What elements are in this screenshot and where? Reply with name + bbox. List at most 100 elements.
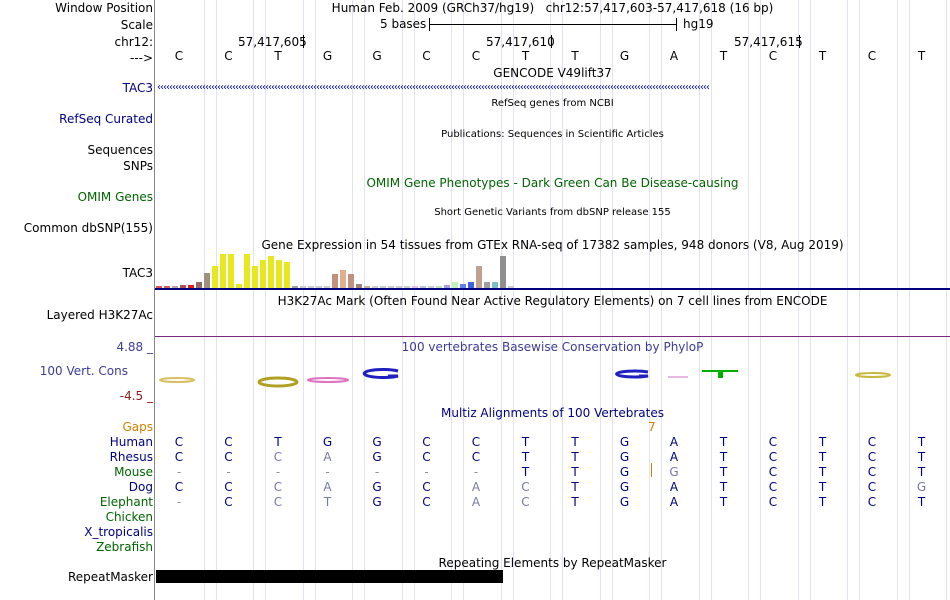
species-label[interactable]: Chicken [105,510,153,524]
species-label[interactable]: Human [109,435,153,449]
gaps-label[interactable]: Gaps [122,420,153,434]
gtex-tissue-bar[interactable] [468,282,474,288]
gtex-tissue-bar[interactable] [156,286,162,288]
gtex-tissue-bar[interactable] [284,262,290,288]
aligned-base: T [571,435,579,449]
gtex-tissue-bar[interactable] [500,256,506,288]
gtex-tissue-bar[interactable] [172,286,178,288]
gtex-tissue-bar[interactable] [244,254,250,288]
gtex-tissue-bar[interactable] [348,274,354,288]
gtex-tissue-bar[interactable] [164,286,170,288]
h3k27ac-track-label[interactable]: Layered H3K27Ac [46,308,153,322]
gencode-gene-model[interactable]: ‹‹‹‹‹‹‹‹‹‹‹‹‹‹‹‹‹‹‹‹‹‹‹‹‹‹‹‹‹‹‹‹‹‹‹‹‹‹‹‹… [157,82,710,93]
grid-line [661,0,662,600]
gtex-tissue-bar[interactable] [180,285,186,288]
gtex-track-label[interactable]: TAC3 [122,266,153,280]
gtex-tissue-bar[interactable] [364,286,370,288]
snps-track-label[interactable]: SNPs [123,159,153,173]
publications-track-title: Publications: Sequences in Scientific Ar… [441,129,664,140]
phylop-track-label[interactable]: 100 Vert. Cons [39,364,128,378]
aligned-base: A [669,435,679,449]
gtex-tissue-bar[interactable] [260,260,266,288]
gtex-baseline [155,288,950,290]
gtex-tissue-bar[interactable] [436,286,442,288]
reference-base: A [669,49,679,63]
species-label[interactable]: Elephant [99,495,153,509]
aligned-base: T [818,450,827,464]
aligned-base: T [521,450,530,464]
gtex-tissue-bar[interactable] [476,266,482,288]
repeatmasker-element[interactable] [156,570,503,583]
phylop-track-title: 100 vertebrates Basewise Conservation by… [401,340,704,354]
scale-bar-left-tick [429,18,430,31]
gtex-tissue-bar[interactable] [372,286,378,288]
omim-track-label[interactable]: OMIM Genes [77,190,153,204]
gtex-tissue-bar[interactable] [356,284,362,288]
gtex-tissue-bar[interactable] [428,286,434,288]
phylop-mark [307,377,349,383]
reference-base: T [719,49,728,63]
gtex-tissue-bar[interactable] [404,286,410,288]
dbsnp-track-label[interactable]: Common dbSNP(155) [23,221,153,235]
gtex-tissue-bar[interactable] [276,260,282,288]
phylop-mark [257,376,299,388]
gtex-tissue-bar[interactable] [452,282,458,288]
gtex-tissue-bar[interactable] [396,286,402,288]
gtex-tissue-bar[interactable] [444,285,450,288]
gtex-tissue-bar[interactable] [268,256,274,288]
gtex-tissue-bar[interactable] [316,286,322,288]
species-label[interactable]: Zebrafish [96,540,153,554]
gtex-tissue-bar[interactable] [308,286,314,288]
gtex-tissue-bar[interactable] [508,286,514,288]
aligned-base: C [273,480,283,494]
gtex-tissue-bar[interactable] [228,254,234,288]
sequences-track-label[interactable]: Sequences [87,143,153,157]
aligned-base: C [471,450,481,464]
gtex-tissue-bar[interactable] [460,284,466,288]
gtex-tissue-bar[interactable] [332,274,338,288]
gtex-tissue-bar[interactable] [188,285,194,288]
gtex-tissue-bar[interactable] [340,270,346,288]
aligned-base: C [768,450,778,464]
scale-db: hg19 [683,17,714,31]
coord-3: 57,417,615 [734,35,803,49]
gtex-tissue-bar[interactable] [204,273,210,288]
aligned-base: G [619,465,630,479]
dbsnp-track-title: Short Genetic Variants from dbSNP releas… [434,207,671,218]
gtex-tissue-bar[interactable] [420,286,426,288]
window-position-value: Human Feb. 2009 (GRCh37/hg19) chr12:57,4… [331,1,774,15]
gtex-tissue-bar[interactable] [212,266,218,288]
grid-line [216,0,217,600]
species-label[interactable]: Rhesus [109,450,153,464]
gtex-expression-bars[interactable] [156,250,516,288]
scale-text: 5 bases [380,17,427,31]
species-label[interactable]: X_tropicalis [84,525,153,539]
grid-line [798,0,799,600]
species-label[interactable]: Mouse [114,465,153,479]
gtex-tissue-bar[interactable] [196,282,202,288]
refseq-track-label[interactable]: RefSeq Curated [59,112,153,126]
gtex-tissue-bar[interactable] [388,286,394,288]
species-label[interactable]: Dog [128,480,153,494]
gtex-tissue-bar[interactable] [324,286,330,288]
gtex-tissue-bar[interactable] [220,254,226,288]
gtex-tissue-bar[interactable] [300,286,306,288]
refseq-track-title: RefSeq genes from NCBI [491,98,614,109]
gtex-tissue-bar[interactable] [492,282,498,288]
reference-base: G [372,49,382,63]
gtex-tissue-bar[interactable] [380,286,386,288]
aligned-base: C [521,495,530,509]
aligned-base: C [224,435,233,449]
gtex-tissue-bar[interactable] [484,282,490,288]
aligned-base: T [274,435,282,449]
gtex-tissue-bar[interactable] [236,284,242,288]
aligned-base: A [669,480,679,494]
gtex-tissue-bar[interactable] [412,286,418,288]
aligned-base: T [719,495,728,509]
gencode-track-label[interactable]: TAC3 [122,81,153,95]
gtex-tissue-bar[interactable] [292,286,298,288]
aligned-base: C [174,450,184,464]
aligned-base: T [917,495,926,509]
gtex-tissue-bar[interactable] [252,266,258,288]
repeatmasker-track-label[interactable]: RepeatMasker [67,570,153,584]
